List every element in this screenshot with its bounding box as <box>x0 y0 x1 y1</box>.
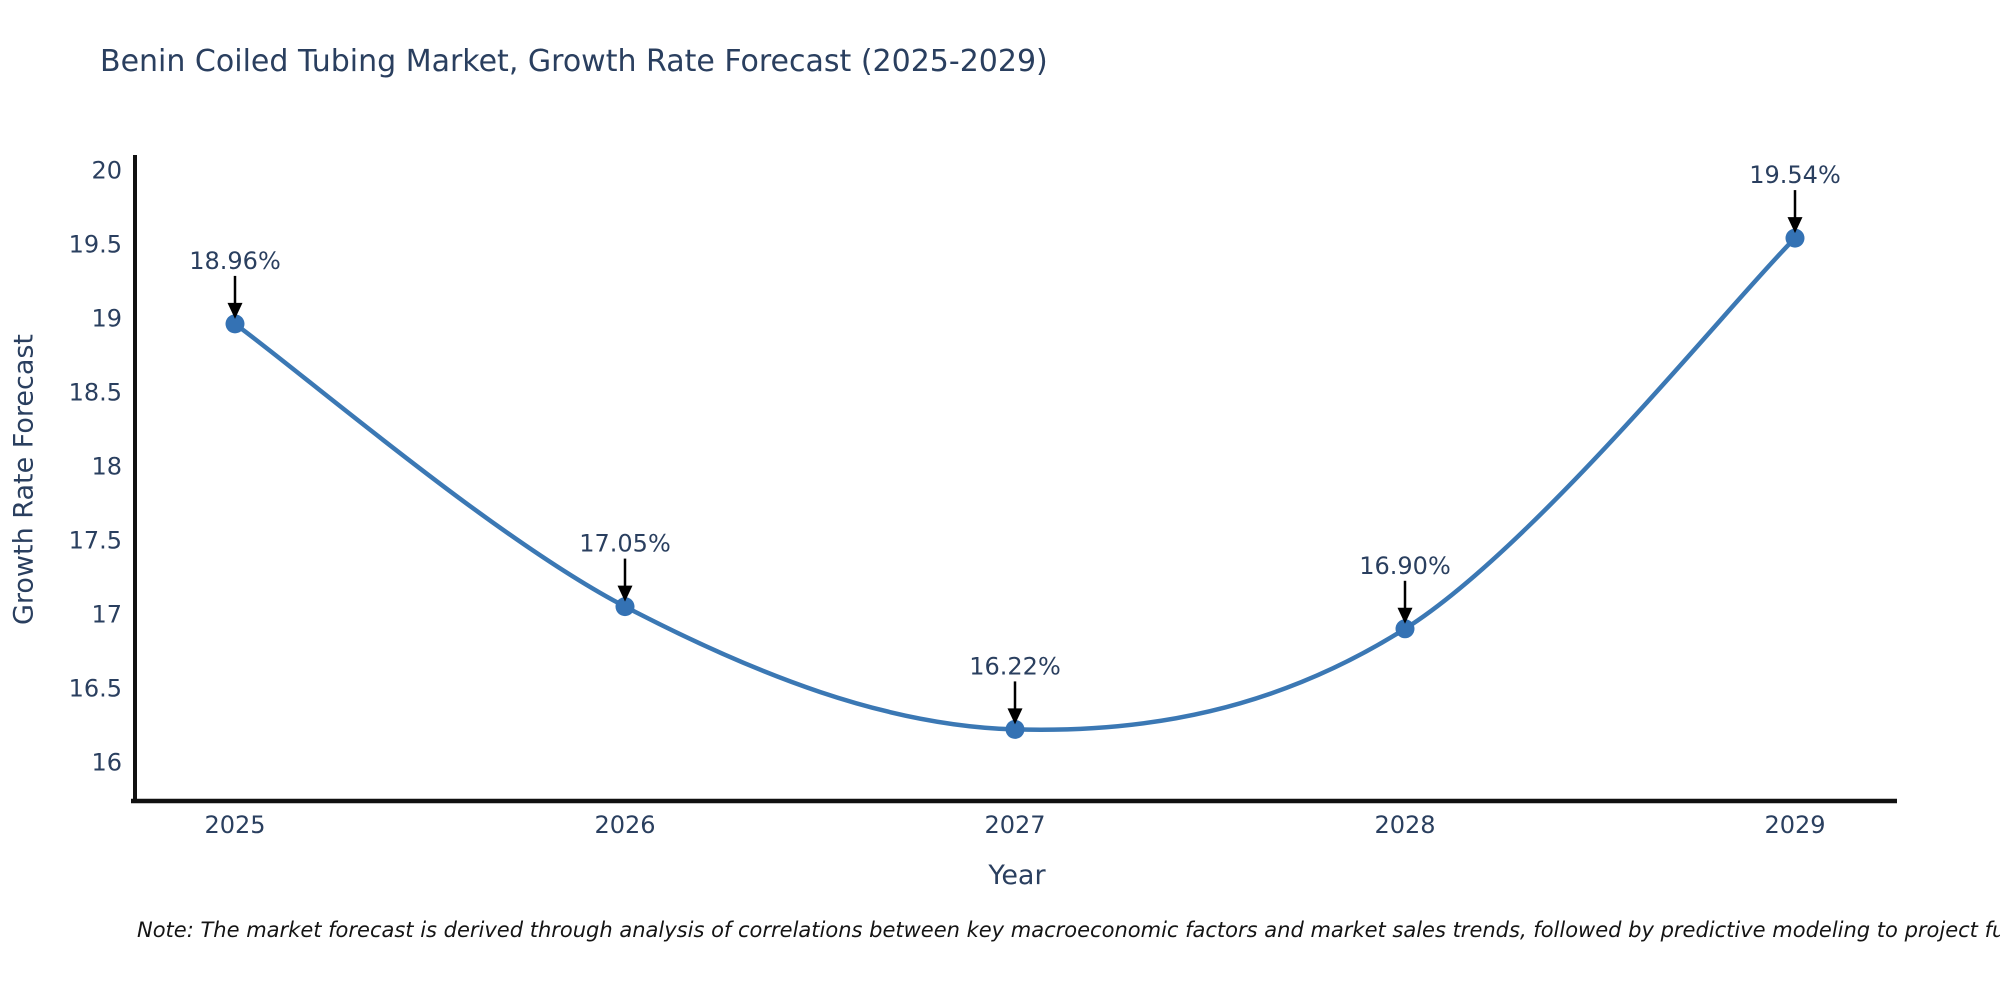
annotation-label: 17.05% <box>579 530 671 558</box>
annotation-arrowhead <box>227 302 243 319</box>
annotation-arrowhead <box>1007 708 1023 725</box>
annotation-label: 16.22% <box>969 652 1061 680</box>
y-tick-label: 17 <box>91 601 122 629</box>
y-tick-label: 17.5 <box>69 527 122 555</box>
data-point-2028 <box>1395 619 1415 639</box>
annotation-arrowhead <box>617 585 633 602</box>
annotation-arrowhead <box>1787 217 1803 234</box>
y-tick-label: 18.5 <box>69 379 122 407</box>
annotation-label: 19.54% <box>1749 161 1841 189</box>
y-tick-label: 19 <box>91 305 122 333</box>
annotation-label: 16.90% <box>1359 552 1451 580</box>
chart-title: Benin Coiled Tubing Market, Growth Rate … <box>100 44 1048 79</box>
footnote: Note: The market forecast is derived thr… <box>137 918 2000 942</box>
y-tick-label: 19.5 <box>69 231 122 259</box>
x-tick-label: 2025 <box>204 811 265 839</box>
data-point-2029 <box>1785 228 1805 248</box>
y-tick-label: 18 <box>91 453 122 481</box>
x-axis-title: Year <box>988 860 1046 891</box>
annotation-arrowhead <box>1397 607 1413 624</box>
data-point-2027 <box>1005 719 1025 739</box>
x-tick-label: 2027 <box>984 811 1045 839</box>
data-point-2026 <box>615 597 635 617</box>
x-tick-label: 2028 <box>1374 811 1435 839</box>
y-tick-label: 16 <box>91 749 122 777</box>
y-tick-label: 20 <box>91 157 122 185</box>
x-tick-label: 2029 <box>1764 811 1825 839</box>
y-tick-label: 16.5 <box>69 675 122 703</box>
data-point-2025 <box>225 314 245 334</box>
x-tick-label: 2026 <box>594 811 655 839</box>
annotation-label: 18.96% <box>189 247 281 275</box>
y-axis-title: Growth Rate Forecast <box>8 333 40 626</box>
